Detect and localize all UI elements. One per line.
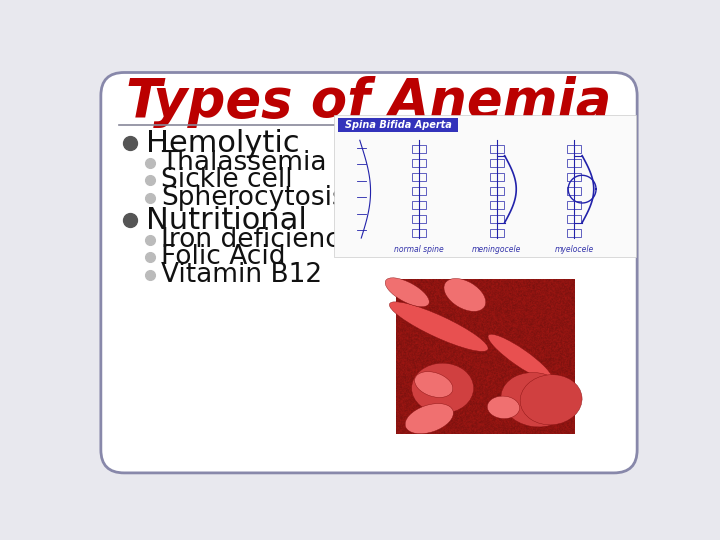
Ellipse shape xyxy=(487,396,520,419)
Text: Thalassemia: Thalassemia xyxy=(161,150,327,176)
Text: Types of Anemia: Types of Anemia xyxy=(126,76,612,128)
FancyBboxPatch shape xyxy=(101,72,637,473)
Ellipse shape xyxy=(412,363,474,413)
Ellipse shape xyxy=(405,403,454,434)
Text: Hemolytic: Hemolytic xyxy=(145,129,300,158)
Text: Vitamin B12: Vitamin B12 xyxy=(161,262,323,288)
Ellipse shape xyxy=(501,373,570,427)
Text: Spina Bifida Aperta: Spina Bifida Aperta xyxy=(345,120,451,130)
Ellipse shape xyxy=(444,279,486,312)
FancyBboxPatch shape xyxy=(334,115,636,257)
Ellipse shape xyxy=(390,302,488,352)
Ellipse shape xyxy=(385,278,429,307)
Text: Spherocytosis: Spherocytosis xyxy=(161,185,346,211)
Text: myelocele: myelocele xyxy=(554,245,594,254)
Ellipse shape xyxy=(415,372,453,397)
FancyBboxPatch shape xyxy=(338,118,458,132)
Ellipse shape xyxy=(488,334,552,381)
Text: Sickle cell: Sickle cell xyxy=(161,167,293,193)
Text: Folic Acid: Folic Acid xyxy=(161,244,286,271)
Text: meningocele: meningocele xyxy=(472,245,521,254)
Text: normal spine: normal spine xyxy=(395,245,444,254)
Text: Nutritional: Nutritional xyxy=(145,206,307,235)
Text: Iron deficiency: Iron deficiency xyxy=(161,227,356,253)
FancyBboxPatch shape xyxy=(396,280,575,434)
Ellipse shape xyxy=(520,375,582,425)
